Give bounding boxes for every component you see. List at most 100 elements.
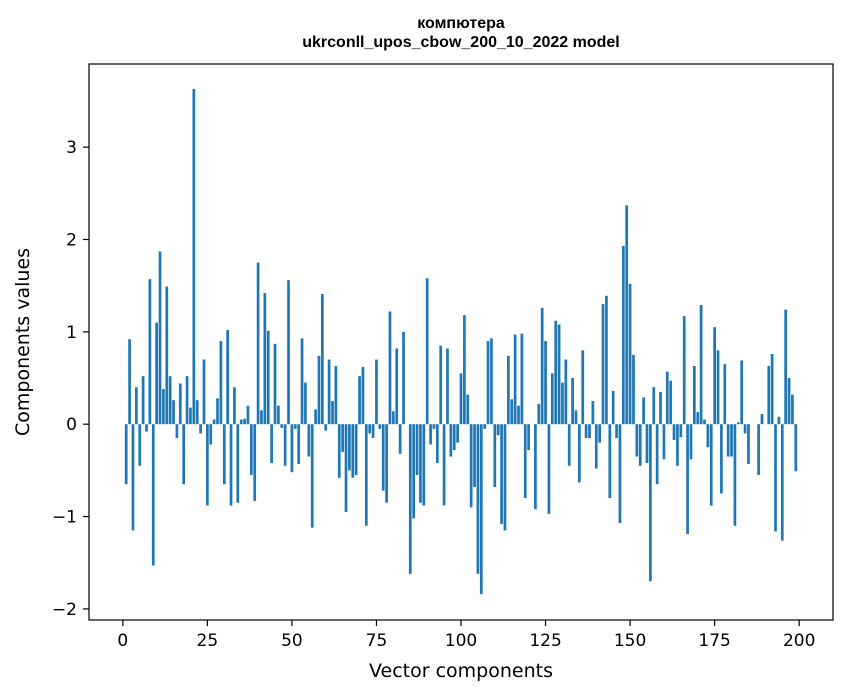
x-tick-label: 200 [783, 631, 815, 651]
bar [703, 419, 706, 425]
bar [780, 424, 784, 541]
bar [632, 354, 635, 425]
bar [449, 424, 453, 457]
bar [290, 424, 294, 473]
bar [354, 424, 358, 475]
bar [358, 376, 361, 425]
bar [162, 389, 165, 425]
bar [442, 424, 446, 506]
bar [733, 424, 737, 526]
bar [706, 424, 710, 448]
bar [757, 424, 760, 475]
y-tick-label: 1 [66, 323, 77, 343]
bar [351, 424, 355, 478]
bar [361, 366, 365, 425]
x-axis-label: Vector components [369, 660, 553, 682]
bar [767, 366, 771, 425]
x-tick-label: 125 [529, 631, 561, 651]
bar [486, 341, 490, 425]
bar [334, 366, 338, 425]
bar [594, 424, 598, 469]
bar [348, 424, 351, 471]
x-tick-label: 50 [281, 631, 303, 651]
bar [692, 366, 696, 425]
bar [517, 405, 520, 425]
x-axis-ticks: 0 25 50 75 100 125 150 175 200 [117, 620, 815, 651]
bar [483, 424, 487, 429]
bar [195, 400, 199, 425]
bar [314, 409, 317, 425]
bar [364, 424, 368, 526]
bar [547, 424, 551, 514]
bar [222, 424, 226, 485]
x-tick-label: 100 [445, 631, 477, 651]
bar [124, 424, 128, 485]
bar [273, 343, 277, 425]
bar [490, 338, 493, 425]
bar [611, 390, 615, 425]
bar [588, 424, 591, 439]
bar [229, 424, 233, 506]
bar [337, 424, 341, 478]
x-tick-label: 25 [197, 631, 219, 651]
bar [260, 410, 263, 425]
bar [249, 424, 253, 475]
bar [730, 424, 733, 457]
bar [537, 403, 541, 425]
bar [216, 398, 219, 425]
bar [469, 424, 473, 508]
bar [185, 376, 189, 425]
bar [165, 286, 169, 425]
bar [506, 355, 510, 425]
bar [212, 419, 216, 425]
bar [682, 316, 686, 425]
bar [243, 418, 246, 425]
bar [787, 378, 791, 425]
bar [601, 304, 605, 425]
bar [503, 424, 507, 531]
bar [770, 354, 774, 425]
bar [605, 295, 608, 425]
bar [408, 424, 412, 574]
bar [625, 205, 629, 425]
bar [293, 424, 297, 429]
bar [331, 401, 334, 425]
bar [324, 424, 328, 431]
bar [550, 373, 554, 425]
bar [689, 424, 693, 460]
bar [381, 424, 385, 491]
bar [652, 387, 656, 425]
bar [456, 424, 459, 443]
bar [794, 424, 798, 472]
bar [307, 424, 311, 457]
bar [564, 359, 568, 425]
y-tick-label: 0 [66, 415, 77, 435]
x-tick-label: 175 [698, 631, 730, 651]
bar [571, 378, 574, 425]
bar [182, 424, 186, 485]
bar [659, 391, 662, 425]
y-tick-label: −1 [52, 508, 77, 528]
bar [270, 424, 273, 463]
x-tick-label: 0 [117, 631, 128, 651]
bar [476, 424, 480, 574]
bar [175, 424, 179, 439]
bar [320, 293, 324, 425]
plot-frame [88, 63, 834, 621]
bar [520, 333, 524, 425]
bar [638, 424, 642, 466]
bar [263, 293, 267, 425]
bar [145, 424, 148, 432]
bar [645, 424, 649, 463]
bar [500, 424, 503, 524]
bar [540, 307, 544, 425]
bar [791, 394, 794, 425]
bar [246, 405, 250, 425]
bar [561, 382, 564, 425]
bar [327, 359, 331, 425]
bar [554, 320, 558, 425]
bar [425, 278, 429, 425]
bar [209, 424, 213, 445]
bar [534, 424, 537, 510]
